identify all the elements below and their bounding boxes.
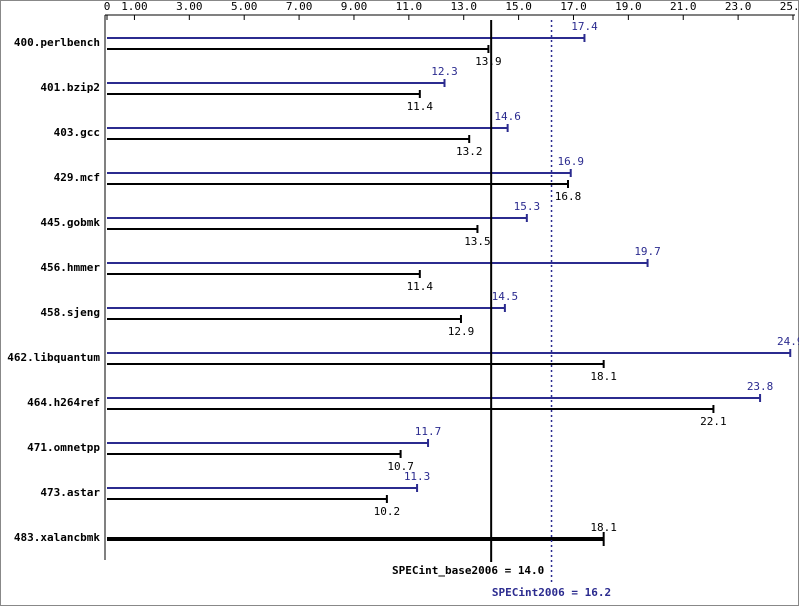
category-label: 445.gobmk (40, 216, 100, 229)
value-label: 13.2 (456, 145, 483, 158)
value-label: 10.2 (374, 505, 401, 518)
value-label: 11.4 (407, 280, 434, 293)
x-tick-label: 17.0 (560, 0, 587, 13)
x-tick-label: 3.00 (176, 0, 203, 13)
value-label: 11.3 (404, 470, 431, 483)
x-tick-label: 0 (104, 0, 111, 13)
x-tick-label: 11.0 (396, 0, 423, 13)
x-tick-label: 13.0 (450, 0, 477, 13)
x-tick-label: 23.0 (725, 0, 752, 13)
category-label: 400.perlbench (14, 36, 100, 49)
category-label: 471.omnetpp (27, 441, 100, 454)
category-label: 462.libquantum (7, 351, 100, 364)
value-label: 16.9 (557, 155, 584, 168)
category-label: 464.h264ref (27, 396, 100, 409)
value-label: 10.7 (387, 460, 414, 473)
x-tick-label: 1.00 (121, 0, 148, 13)
value-label: 14.5 (492, 290, 519, 303)
category-label: 458.sjeng (40, 306, 100, 319)
value-label: 19.7 (634, 245, 661, 258)
x-tick-label: 5.00 (231, 0, 258, 13)
x-tick-label: 19.0 (615, 0, 642, 13)
category-label: 429.mcf (54, 171, 100, 184)
x-tick-label: 7.00 (286, 0, 313, 13)
x-tick-label: 9.00 (341, 0, 368, 13)
value-label: 18.1 (590, 521, 617, 534)
x-tick-label: 25.0 (780, 0, 799, 13)
value-label: 17.4 (571, 20, 598, 33)
x-tick-label: 15.0 (505, 0, 532, 13)
value-label: 12.9 (448, 325, 475, 338)
value-label: 16.8 (555, 190, 582, 203)
value-label: 24.9 (777, 335, 799, 348)
category-label: 456.hmmer (40, 261, 100, 274)
value-label: 12.3 (431, 65, 458, 78)
value-label: 18.1 (590, 370, 617, 383)
value-label: 22.1 (700, 415, 727, 428)
reference-label: SPECint2006 = 16.2 (492, 586, 611, 599)
category-label: 473.astar (40, 486, 100, 499)
x-tick-label: 21.0 (670, 0, 697, 13)
value-label: 11.4 (407, 100, 434, 113)
reference-label: SPECint_base2006 = 14.0 (392, 564, 544, 577)
value-label: 15.3 (514, 200, 541, 213)
value-label: 11.7 (415, 425, 442, 438)
value-label: 13.5 (464, 235, 491, 248)
value-label: 14.6 (494, 110, 521, 123)
category-label: 483.xalancbmk (14, 531, 100, 544)
category-label: 403.gcc (54, 126, 100, 139)
value-label: 13.9 (475, 55, 502, 68)
category-label: 401.bzip2 (40, 81, 100, 94)
value-label: 23.8 (747, 380, 774, 393)
